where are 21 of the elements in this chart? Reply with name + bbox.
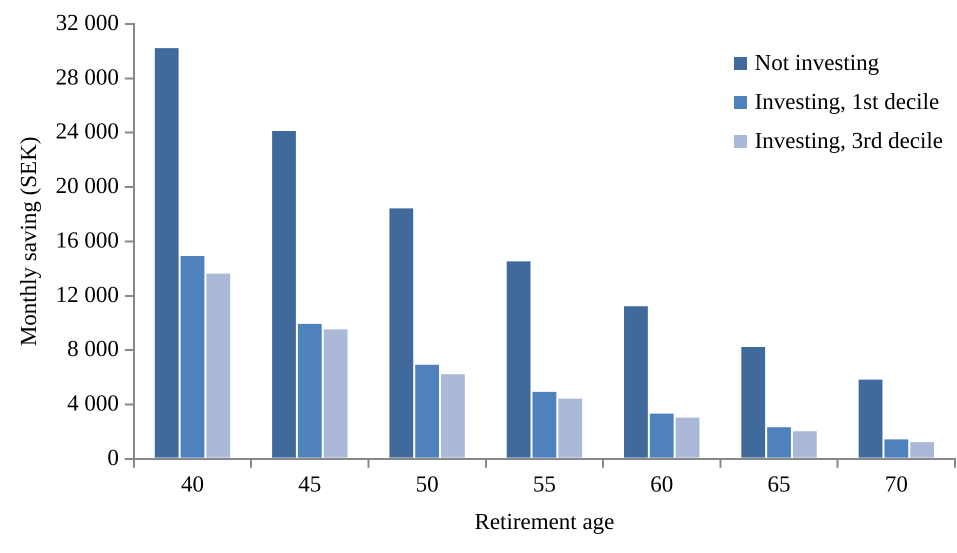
y-tick-label: 12 000 bbox=[56, 282, 119, 307]
x-tick-label: 65 bbox=[768, 472, 791, 497]
y-tick-label: 8 000 bbox=[67, 336, 119, 362]
legend-label: Investing, 1st decile bbox=[754, 89, 940, 115]
x-tick-label: 40 bbox=[181, 472, 204, 497]
y-tick-label: 16 000 bbox=[56, 227, 119, 252]
y-tick-label: 0 bbox=[107, 444, 119, 470]
x-tick-label: 50 bbox=[416, 472, 439, 497]
y-axis-title: Monthly saving (SEK) bbox=[16, 136, 41, 346]
x-tick-label: 60 bbox=[650, 472, 674, 497]
x-tick-label: 70 bbox=[884, 472, 908, 497]
y-tick-label: 32 000 bbox=[56, 10, 119, 36]
y-tick-label: 28 000 bbox=[56, 64, 119, 90]
y-tick-label: 20 000 bbox=[56, 173, 119, 198]
y-tick-label: 24 000 bbox=[56, 118, 119, 144]
x-tick-label: 45 bbox=[298, 472, 322, 497]
x-tick-label: 55 bbox=[532, 472, 556, 497]
x-axis-title: Retirement age bbox=[474, 509, 614, 534]
legend-label: Investing, 3rd decile bbox=[754, 128, 943, 154]
legend-label: Not investing bbox=[754, 50, 880, 76]
y-tick-label: 4 000 bbox=[67, 390, 119, 416]
